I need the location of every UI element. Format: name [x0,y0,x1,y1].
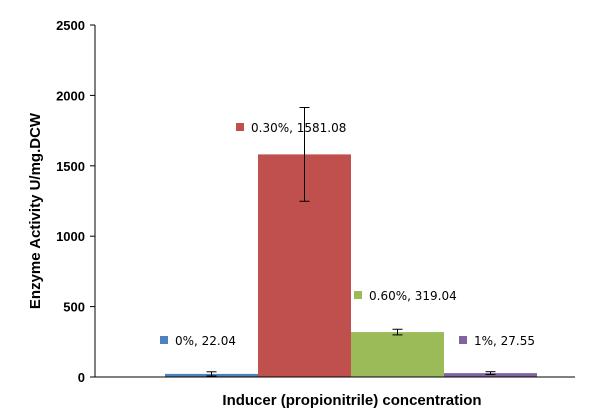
data-label-3: 0.60%, 319.04 [369,289,457,303]
label-key-3 [354,291,362,299]
error-bars [206,106,496,377]
y-tick-label: 0 [78,370,85,385]
label-key-2 [236,123,244,131]
label-key-4 [459,336,467,344]
bar-4 [444,373,537,377]
y-tick-label: 500 [63,300,85,315]
y-tick-label: 1000 [56,229,85,244]
y-tick-label: 1500 [56,159,85,174]
y-tick-label: 2500 [56,18,85,33]
y-axis-ticks: 0 500 1000 1500 2000 2500 [56,18,95,385]
x-axis-title: Inducer (propionitrile) concentration [222,392,481,409]
bar-3 [351,332,444,377]
data-label-2: 0.30%, 1581.08 [251,121,346,135]
y-axis-title: Enzyme Activity U/mg.DCW [27,112,44,309]
data-labels: 0%, 22.04 0.30%, 1581.08 0.60%, 319.04 1%, … [160,121,535,348]
label-key-1 [160,336,168,344]
y-tick-label: 2000 [56,88,85,103]
data-label-1: 0%, 22.04 [175,334,236,348]
bars [165,154,537,377]
data-label-4: 1%, 27.55 [474,334,535,348]
